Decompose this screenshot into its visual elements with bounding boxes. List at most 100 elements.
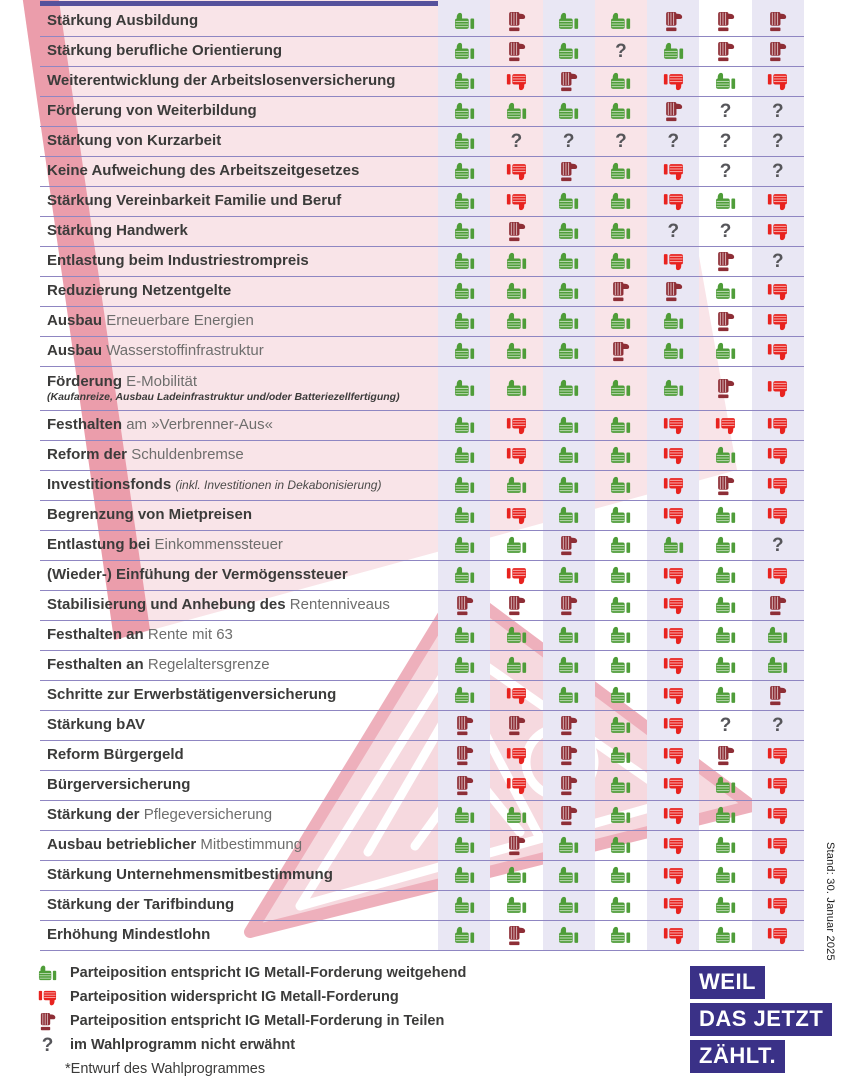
rating-cell [647,591,699,620]
table-row: Stärkung berufliche Orientierung? [40,37,804,67]
thumb-partial-icon [456,716,473,736]
rating-cell [752,591,804,620]
demand-label: Keine Aufweichung des Arbeitszeitgesetze… [40,162,438,180]
rating-cell [438,891,490,920]
rating-cell [752,771,804,800]
thumb-down-icon [506,778,526,795]
rating-cell [595,711,647,740]
rating-cell: ? [699,97,751,126]
rating-cell [543,921,595,950]
question-icon: ? [719,101,732,122]
rating-cell: ? [752,247,804,276]
rating-cell [490,561,542,590]
thumb-up-icon [559,222,579,239]
rating-cell [647,711,699,740]
rating-cell [490,591,542,620]
table-row: Investitionsfonds (inkl. Investitionen i… [40,471,804,501]
rating-cell [647,307,699,336]
thumb-down-icon [663,74,683,91]
rating-cell: ? [752,97,804,126]
demand-label-strong: Förderung [47,372,122,390]
thumb-up-icon [716,506,736,523]
table-row: Festhalten an Rente mit 63 [40,621,804,651]
thumb-up-icon [611,252,631,269]
rating-cells [438,187,804,216]
rating-cell: ? [647,217,699,246]
rating-cell [647,561,699,590]
rating-cell [752,277,804,306]
thumb-up-icon [611,222,631,239]
rating-cell [595,277,647,306]
thumb-down-icon [663,508,683,525]
thumb-up-icon [559,252,579,269]
rating-cell [543,97,595,126]
rating-cell [699,621,751,650]
thumb-up-icon [611,656,631,673]
demand-label-rest: Schuldenbremse [131,446,244,464]
thumb-down-icon [506,74,526,91]
rating-cell [595,97,647,126]
rating-cells [438,741,804,770]
thumb-partial-icon [770,596,787,616]
rating-cell [647,471,699,500]
rating-cell [438,531,490,560]
thumb-up-icon [611,476,631,493]
rating-cell [699,307,751,336]
rating-cell [595,157,647,186]
date-note: Stand: 30. Januar 2025 [824,842,836,961]
rating-cell [490,891,542,920]
thumb-down-icon [663,748,683,765]
rating-cells [438,561,804,590]
thumb-up-icon [559,282,579,299]
thumb-up-icon [611,379,631,396]
rating-cell [647,441,699,470]
thumb-up-icon [454,72,474,89]
demand-label: Stärkung von Kurzarbeit [40,132,438,150]
table-row: Stärkung von Kurzarbeit?????? [40,127,804,157]
table-row: Stärkung Vereinbarkeit Familie und Beruf [40,187,804,217]
table-row: Stärkung der Pflegeversicherung [40,801,804,831]
table-row: Entlastung beim Industriestrompreis? [40,247,804,277]
table-row: Reduzierung Netzentgelte [40,277,804,307]
demand-label-rest: am »Verbrenner-Aus« [126,416,273,434]
rating-cell [438,97,490,126]
demand-label-rest: Erneuerbare Energien [106,312,254,330]
rating-cell [699,801,751,830]
rating-cell [490,831,542,860]
question-icon: ? [772,251,784,272]
thumb-up-icon [611,866,631,883]
rating-cell: ? [752,531,804,560]
table-row: Reform Bürgergeld [40,741,804,771]
rating-cell [438,247,490,276]
thumb-partial-icon [718,746,735,766]
rating-cell [438,801,490,830]
question-icon: ? [719,131,732,152]
rating-cell [438,411,490,440]
rating-cell [699,891,751,920]
thumb-up-icon [611,596,631,613]
rating-cell [438,37,490,66]
thumb-up-icon [716,192,736,209]
thumb-up-icon [506,806,527,823]
rating-cell [752,561,804,590]
thumb-partial-icon [561,776,578,796]
table-row: Schritte zur Erwerbstätigenversicherung [40,681,804,711]
rating-cell [752,7,804,36]
rating-cells [438,921,804,950]
thumb-up-icon [454,536,474,553]
rating-cell [752,307,804,336]
rating-cells: ?? [438,217,804,246]
rating-cell [699,337,751,366]
rating-cell [595,831,647,860]
rating-cell [595,471,647,500]
thumb-down-icon [663,808,683,825]
thumb-down-icon [768,508,788,525]
rating-cell: ? [752,127,804,156]
demand-label: Erhöhung Mindestlohn [40,926,438,944]
rating-cell [543,367,595,410]
demand-label: Stärkung der Pflegeversicherung [40,806,438,824]
thumb-up-icon [611,312,631,329]
demand-label-strong: Stärkung berufliche Orientierung [47,42,283,60]
demand-label-strong: Ausbau betrieblicher [47,836,197,854]
thumb-down-icon [768,194,788,211]
